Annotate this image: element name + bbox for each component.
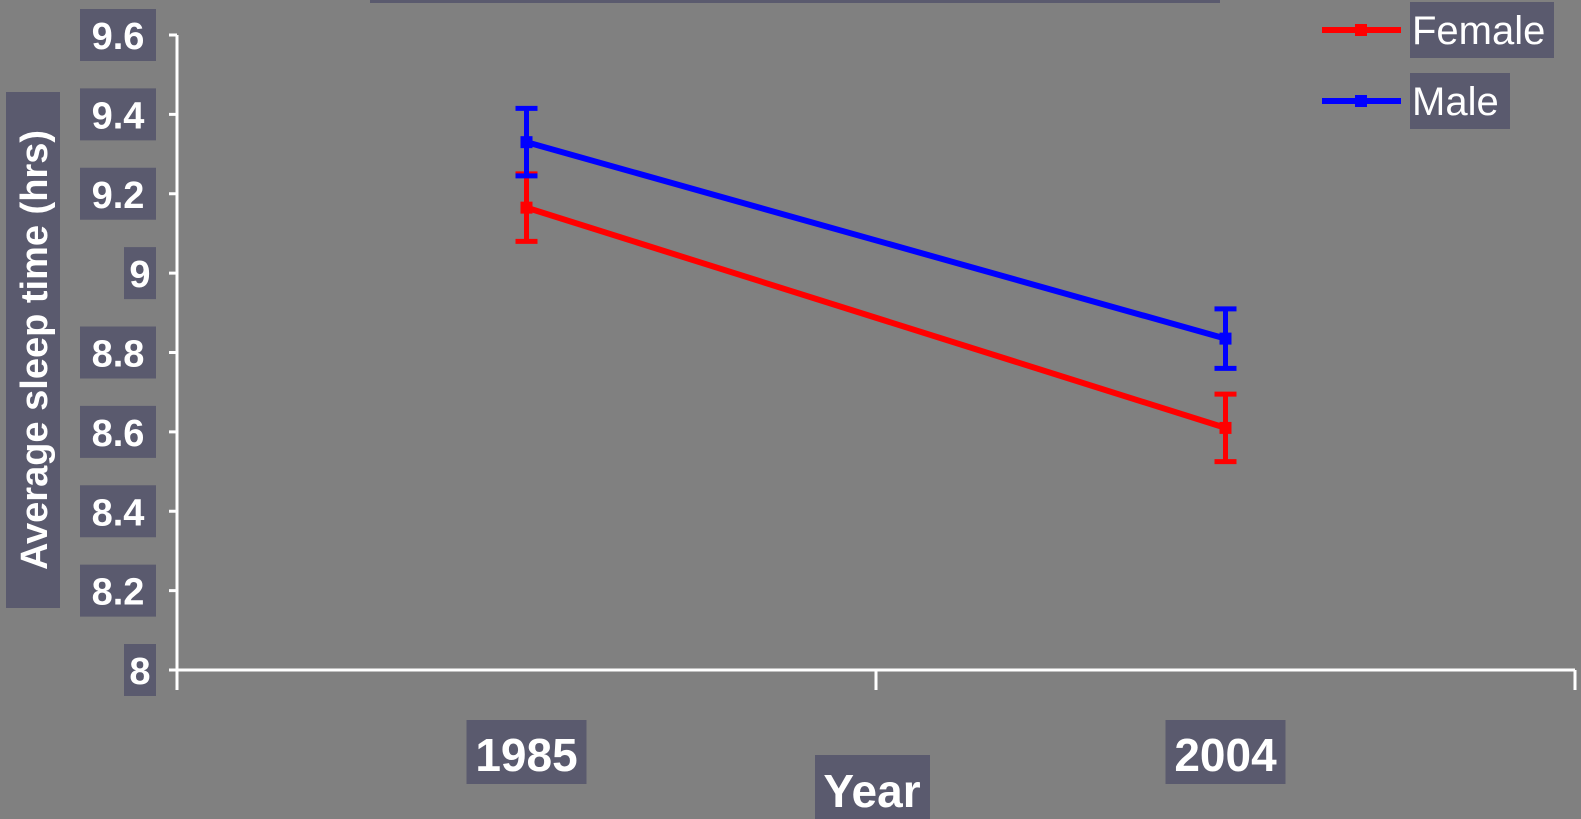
y-tick-label-box [124,247,156,300]
x-tick-label: 2004 [1174,729,1277,781]
x-tick-label: 1985 [475,729,577,781]
legend-label: Female [1412,9,1545,53]
y-tick-label-box [80,88,156,141]
legend: Female Male [1322,2,1554,129]
x-tick-label-box [1165,720,1286,784]
top-banner-strip [370,0,1220,3]
series-male [515,105,1237,371]
y-tick-label-box [80,9,156,61]
legend-marker [1355,24,1367,36]
y-tick-label: 9.2 [92,175,145,217]
y-tick-label: 8.4 [92,492,145,534]
y-tick-label-box [80,405,156,458]
y-tick-label: 9 [129,254,150,296]
legend-label: Male [1412,80,1499,124]
series-layer [515,105,1237,465]
axes [175,35,1575,672]
y-ticks: 8 8.2 8.4 8.6 8.8 9 9.2 9.4 9.6 [80,9,177,696]
y-tick-label: 8.6 [92,413,145,455]
legend-marker [1355,95,1367,107]
y-tick-label: 9.4 [92,95,145,137]
legend-label-box [1410,73,1510,129]
y-tick-label-box [80,167,156,220]
y-tick-label: 8.8 [92,334,145,376]
x-axis-title: Year [815,755,930,819]
y-tick-label: 9.6 [92,16,145,58]
y-tick-label: 8.2 [92,572,145,614]
data-point [1219,332,1232,345]
y-tick-label-box [124,644,156,696]
x-axis-title-text: Year [823,765,920,817]
y-axis-title: Average sleep time (hrs) [6,92,60,608]
data-point [1219,421,1232,434]
y-tick-label-box [80,564,156,617]
series-line [525,139,1227,342]
x-tick-label-box [466,720,587,784]
y-axis-title-box [6,92,60,608]
y-axis-title-text: Average sleep time (hrs) [14,130,56,570]
series-line [525,204,1227,431]
data-point [520,201,533,214]
legend-label-box [1410,2,1554,58]
data-point [520,136,533,149]
y-tick-label: 8 [129,651,150,693]
x-axis-title-box [815,755,930,819]
series-female [515,171,1237,465]
x-ticks: 1985 2004 [175,670,1577,784]
y-tick-label-box [80,485,156,538]
y-tick-label-box [80,326,156,379]
